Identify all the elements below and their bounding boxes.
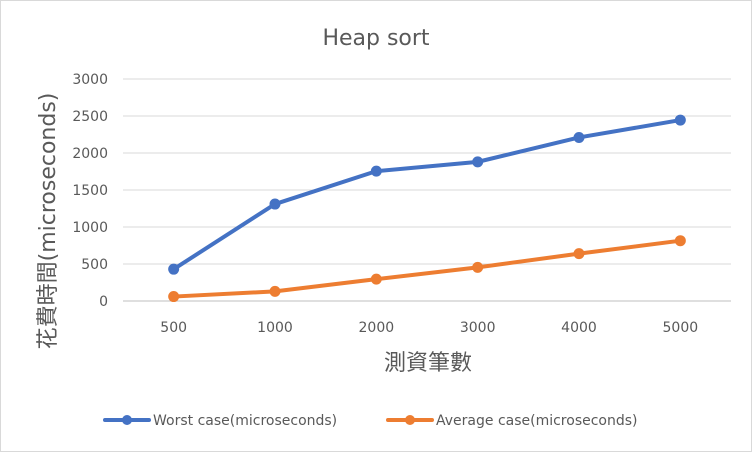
x-tick-label: 500: [160, 320, 187, 336]
data-point: [269, 285, 281, 297]
y-tick-label: 2500: [72, 109, 108, 125]
x-tick-label: 5000: [663, 320, 699, 336]
y-tick-label: 3000: [72, 72, 108, 88]
y-tick-label: 2000: [72, 146, 108, 162]
legend: Worst case(microseconds) Average case(mic…: [103, 413, 638, 429]
data-point: [674, 114, 686, 126]
x-axis-title: 測資筆數: [384, 351, 472, 376]
y-tick-label: 500: [81, 257, 108, 273]
data-point: [370, 273, 382, 285]
x-tick-label: 4000: [561, 320, 597, 336]
data-point: [573, 131, 585, 143]
x-tick-label: 2000: [359, 320, 395, 336]
y-axis-ticks: 0 500 1000 1500 2000 2500 3000: [72, 72, 108, 310]
chart-title: Heap sort: [322, 26, 429, 51]
legend-label: Worst case(microseconds): [153, 413, 337, 429]
y-tick-label: 1500: [72, 183, 108, 199]
x-tick-label: 3000: [460, 320, 496, 336]
x-tick-label: 1000: [257, 320, 293, 336]
gridlines: [123, 78, 731, 302]
legend-label: Average case(microseconds): [436, 413, 638, 429]
data-point: [370, 165, 382, 177]
series-layer: [168, 114, 686, 303]
legend-marker: [122, 415, 132, 425]
x-axis-ticks: 500 1000 2000 3000 4000 5000: [160, 320, 698, 336]
data-point: [168, 263, 180, 275]
data-point: [269, 198, 281, 210]
data-point: [472, 156, 484, 168]
series-line-1: [171, 118, 683, 272]
legend-marker: [405, 415, 415, 425]
series-line-2: [171, 238, 683, 299]
data-point: [573, 248, 585, 260]
data-point: [674, 235, 686, 247]
y-tick-label: 0: [99, 294, 108, 310]
data-point: [168, 291, 180, 303]
y-axis-title: 花費時間(microseconds): [36, 93, 61, 350]
data-point: [472, 261, 484, 273]
y-tick-label: 1000: [72, 220, 108, 236]
